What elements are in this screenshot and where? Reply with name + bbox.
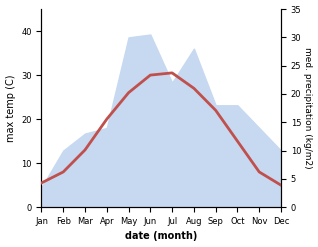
Y-axis label: max temp (C): max temp (C): [5, 74, 16, 142]
Y-axis label: med. precipitation (kg/m2): med. precipitation (kg/m2): [303, 47, 313, 169]
X-axis label: date (month): date (month): [125, 231, 197, 242]
